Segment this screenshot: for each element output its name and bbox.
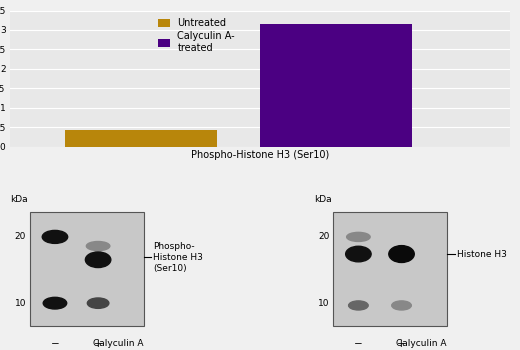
Bar <box>333 212 447 326</box>
Ellipse shape <box>347 232 370 241</box>
Text: −: − <box>354 339 363 349</box>
Ellipse shape <box>389 246 414 262</box>
Bar <box>64 131 217 147</box>
Text: 20: 20 <box>15 232 26 241</box>
Text: +: + <box>94 339 102 349</box>
Text: Phospho-
Histone H3
(Ser10): Phospho- Histone H3 (Ser10) <box>153 242 203 273</box>
Text: −: − <box>50 339 59 349</box>
Ellipse shape <box>43 297 67 309</box>
Text: 10: 10 <box>15 299 26 308</box>
Text: 20: 20 <box>318 232 330 241</box>
Text: Calyculin A: Calyculin A <box>93 339 144 348</box>
Ellipse shape <box>348 301 368 310</box>
X-axis label: Phospho-Histone H3 (Ser10): Phospho-Histone H3 (Ser10) <box>191 149 329 160</box>
Text: kDa: kDa <box>10 195 28 204</box>
Bar <box>260 24 412 147</box>
Text: kDa: kDa <box>314 195 331 204</box>
Text: Histone H3: Histone H3 <box>457 250 506 259</box>
Ellipse shape <box>86 241 110 251</box>
Text: 10: 10 <box>318 299 330 308</box>
Ellipse shape <box>42 230 68 243</box>
Ellipse shape <box>85 252 111 267</box>
Ellipse shape <box>392 301 411 310</box>
Text: Calyculin A: Calyculin A <box>396 339 447 348</box>
Ellipse shape <box>346 246 371 262</box>
Text: +: + <box>397 339 406 349</box>
Legend: Untreated, Calyculin A-
treated: Untreated, Calyculin A- treated <box>155 15 238 56</box>
Bar <box>30 212 144 326</box>
Ellipse shape <box>87 298 109 308</box>
